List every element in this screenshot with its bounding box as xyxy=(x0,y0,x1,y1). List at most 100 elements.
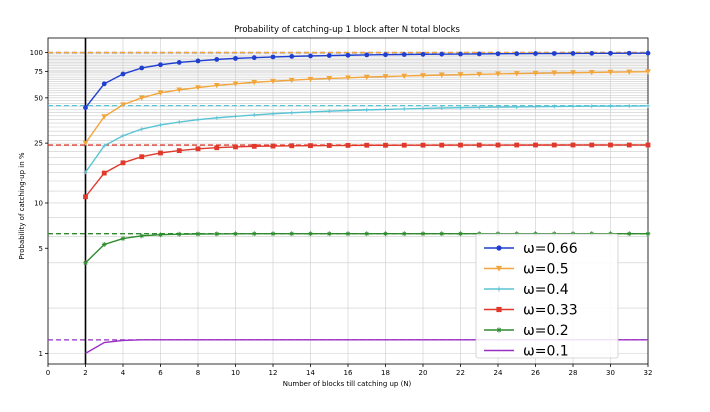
y-axis-label: Probability of catching-up in % xyxy=(18,152,26,259)
data-point xyxy=(363,74,370,80)
data-point xyxy=(83,170,88,175)
data-point xyxy=(458,105,463,110)
data-point xyxy=(214,145,220,151)
data-point xyxy=(270,54,276,60)
data-point xyxy=(513,71,520,77)
data-point xyxy=(495,51,501,57)
data-point xyxy=(176,231,182,237)
legend-swatch-marker xyxy=(496,286,502,292)
data-point xyxy=(252,112,257,117)
data-point xyxy=(308,231,313,237)
data-point xyxy=(213,83,220,89)
data-point xyxy=(364,231,370,237)
data-point xyxy=(270,143,276,149)
data-point xyxy=(288,77,295,84)
x-tick-label: 32 xyxy=(644,369,653,377)
data-point xyxy=(552,104,557,109)
data-point xyxy=(401,52,407,57)
data-point xyxy=(251,143,257,149)
data-point xyxy=(251,231,257,237)
data-point xyxy=(420,231,426,237)
data-point xyxy=(589,50,595,56)
series-3 xyxy=(83,103,650,175)
data-point xyxy=(308,53,313,59)
plot-area: 0 2 4 6 8 10 12 14 16 18 20 22 24 26 28 30 3215102550751… xyxy=(30,37,653,377)
data-point xyxy=(101,242,107,247)
data-point xyxy=(232,81,239,87)
data-point xyxy=(214,115,219,120)
legend-label: ω=0.66 xyxy=(523,241,578,257)
data-point xyxy=(120,71,126,77)
data-point xyxy=(570,70,576,76)
legend-swatch-marker xyxy=(496,306,502,313)
data-point xyxy=(195,231,201,237)
data-point xyxy=(645,142,651,148)
data-point xyxy=(514,104,519,109)
data-point xyxy=(233,144,238,150)
data-point xyxy=(646,103,650,108)
data-point xyxy=(176,148,182,153)
data-point xyxy=(514,51,520,57)
data-point xyxy=(327,109,332,114)
data-point xyxy=(158,150,163,156)
data-point xyxy=(439,106,444,111)
data-point xyxy=(589,142,595,148)
data-point xyxy=(607,69,614,76)
y-tick-label: 100 xyxy=(30,49,43,57)
data-point xyxy=(158,122,163,127)
data-point xyxy=(251,79,258,86)
chart-title: Probability of catching-up 1 block after… xyxy=(234,25,460,35)
data-point xyxy=(176,87,183,93)
data-point xyxy=(139,65,145,71)
data-point xyxy=(551,70,558,76)
data-point xyxy=(83,194,88,200)
y-tick-label: 50 xyxy=(34,94,43,102)
x-tick-label: 6 xyxy=(158,369,163,377)
x-tick-label: 18 xyxy=(381,369,390,377)
series-line xyxy=(84,144,648,198)
data-point xyxy=(608,50,613,56)
data-point xyxy=(83,105,88,111)
data-point xyxy=(326,143,332,148)
data-point xyxy=(402,106,407,111)
data-point xyxy=(345,142,351,148)
series-2 xyxy=(82,69,651,147)
x-tick-label: 22 xyxy=(456,369,465,377)
data-point xyxy=(420,51,426,57)
data-point xyxy=(326,76,333,82)
data-point xyxy=(121,133,125,138)
data-point xyxy=(533,142,538,148)
data-point xyxy=(477,105,482,110)
data-point xyxy=(495,71,501,77)
data-point xyxy=(139,127,144,132)
legend-label: ω=0.1 xyxy=(523,344,569,360)
data-point xyxy=(307,76,314,83)
x-tick-label: 26 xyxy=(531,369,540,377)
data-point xyxy=(608,142,613,148)
data-point xyxy=(138,95,145,101)
legend-swatch-marker xyxy=(496,245,502,251)
y-tick-label: 1 xyxy=(39,350,43,358)
data-point xyxy=(139,233,145,239)
data-point xyxy=(139,154,145,160)
x-tick-label: 4 xyxy=(121,369,126,377)
data-point xyxy=(551,142,557,148)
data-point xyxy=(195,85,201,91)
data-point xyxy=(626,231,632,237)
x-tick-label: 0 xyxy=(46,369,50,377)
data-point xyxy=(438,72,445,78)
data-point xyxy=(420,142,426,148)
data-point xyxy=(120,160,126,166)
data-point xyxy=(196,117,200,122)
x-tick-label: 24 xyxy=(494,369,503,377)
data-point xyxy=(495,142,501,148)
data-point xyxy=(458,51,463,57)
data-point xyxy=(364,52,370,58)
data-point xyxy=(289,143,295,149)
series-4 xyxy=(83,142,651,200)
data-point xyxy=(533,104,538,109)
data-point xyxy=(439,231,445,237)
data-point xyxy=(645,50,651,56)
data-point xyxy=(383,107,388,112)
